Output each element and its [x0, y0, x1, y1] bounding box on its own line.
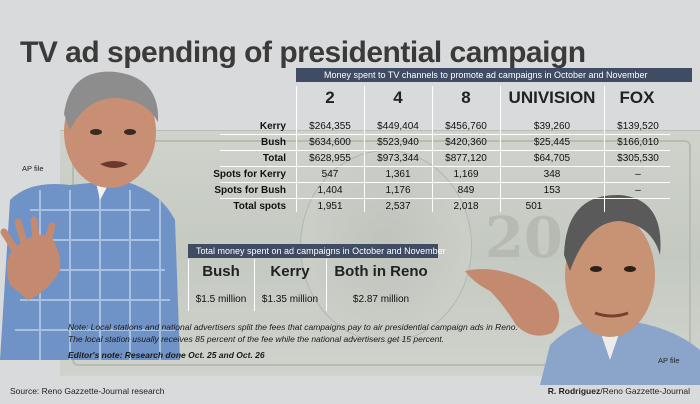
- table-cell: 501: [525, 201, 543, 212]
- source-line: Source: Reno Gazzette-Journal research: [10, 386, 165, 396]
- totals-divider: [254, 259, 255, 311]
- note-line-1: Note: Local stations and national advert…: [68, 322, 518, 332]
- table-cell: $449,404: [377, 121, 419, 132]
- editor-note: Editor's note: Research done Oct. 25 and…: [68, 350, 265, 360]
- column-header-channel-4: 4: [393, 88, 403, 107]
- table-divider: [364, 86, 365, 212]
- totals-amount-kerry: $1.35 million: [261, 294, 319, 305]
- totals-label-both: Both in Reno: [334, 263, 428, 280]
- table-cell: 1,169: [453, 169, 479, 180]
- table-cell: $64,705: [533, 153, 571, 164]
- table-cell: $139,520: [617, 121, 659, 132]
- table-cell: 2,018: [453, 201, 479, 212]
- column-header-channel-2: 2: [325, 88, 335, 107]
- totals-label-kerry: Kerry: [270, 263, 310, 280]
- table-cell: 849: [457, 185, 475, 196]
- page-title: TV ad spending of presidential campaign: [20, 36, 586, 70]
- table-divider: [604, 86, 605, 212]
- table-cell: $166,010: [617, 137, 659, 148]
- table-cell: 547: [321, 169, 339, 180]
- table-banner: Money spent to TV channels to promote ad…: [296, 68, 692, 82]
- table-cell: $628,955: [309, 153, 351, 164]
- row-divider: [220, 134, 670, 135]
- row-label-total-spots: Total spots: [233, 201, 286, 212]
- row-label-spots-kerry: Spots for Kerry: [213, 169, 286, 180]
- column-header-fox: FOX: [619, 88, 655, 107]
- totals-label-bush: Bush: [202, 263, 240, 280]
- table-cell: $877,120: [445, 153, 487, 164]
- bush-photo: [0, 71, 180, 360]
- artist-org: /Reno Gazzette-Journal: [600, 386, 690, 396]
- totals-amount-both: $2.87 million: [352, 294, 410, 305]
- row-label-total: Total: [262, 153, 286, 164]
- column-header-channel-8: 8: [461, 88, 471, 107]
- table-divider: [500, 86, 501, 212]
- table-cell: $420,360: [445, 137, 487, 148]
- table-cell: $523,940: [377, 137, 419, 148]
- table-cell: –: [635, 185, 641, 196]
- table-divider: [432, 86, 433, 212]
- table-cell: 2,537: [385, 201, 411, 212]
- row-divider: [220, 182, 670, 183]
- table-cell: $973,344: [377, 153, 419, 164]
- table-cell: $264,355: [309, 121, 351, 132]
- row-label-bush: Bush: [261, 137, 286, 148]
- table-cell: $25,445: [533, 137, 571, 148]
- table-cell: 153: [543, 185, 561, 196]
- kerry-photo: [465, 194, 700, 385]
- table-cell: 348: [543, 169, 561, 180]
- row-divider: [220, 166, 670, 167]
- table-cell: –: [635, 169, 641, 180]
- row-divider: [220, 150, 670, 151]
- totals-amount-bush: $1.5 million: [195, 294, 247, 305]
- table-cell: $39,260: [533, 121, 571, 132]
- column-header-univision: UNIVISION: [508, 88, 596, 107]
- totals-divider: [326, 259, 327, 311]
- row-label-kerry: Kerry: [259, 121, 286, 132]
- bill-denomination-mark: 20: [485, 205, 563, 271]
- artist-credit: R. Rodriguez/Reno Gazzette-Journal: [548, 386, 690, 396]
- right-photo-credit: AP file: [658, 356, 680, 365]
- table-cell: 1,176: [385, 185, 411, 196]
- table-cell: $305,530: [617, 153, 659, 164]
- artist-name: R. Rodriguez: [547, 386, 601, 396]
- note-line-2: The local station usually receives 85 pe…: [68, 334, 445, 344]
- left-photo-credit: AP file: [22, 164, 44, 173]
- row-label-spots-bush: Spots for Bush: [214, 185, 286, 196]
- table-cell: 1,404: [317, 185, 343, 196]
- row-divider: [220, 198, 670, 199]
- table-divider: [296, 86, 297, 212]
- table-cell: 1,951: [317, 201, 343, 212]
- table-cell: 1,361: [385, 169, 411, 180]
- table-cell: $634,600: [309, 137, 351, 148]
- table-cell: $456,760: [445, 121, 487, 132]
- totals-banner: Total money spent on ad campaigns in Oct…: [188, 244, 446, 258]
- totals-divider: [188, 259, 189, 311]
